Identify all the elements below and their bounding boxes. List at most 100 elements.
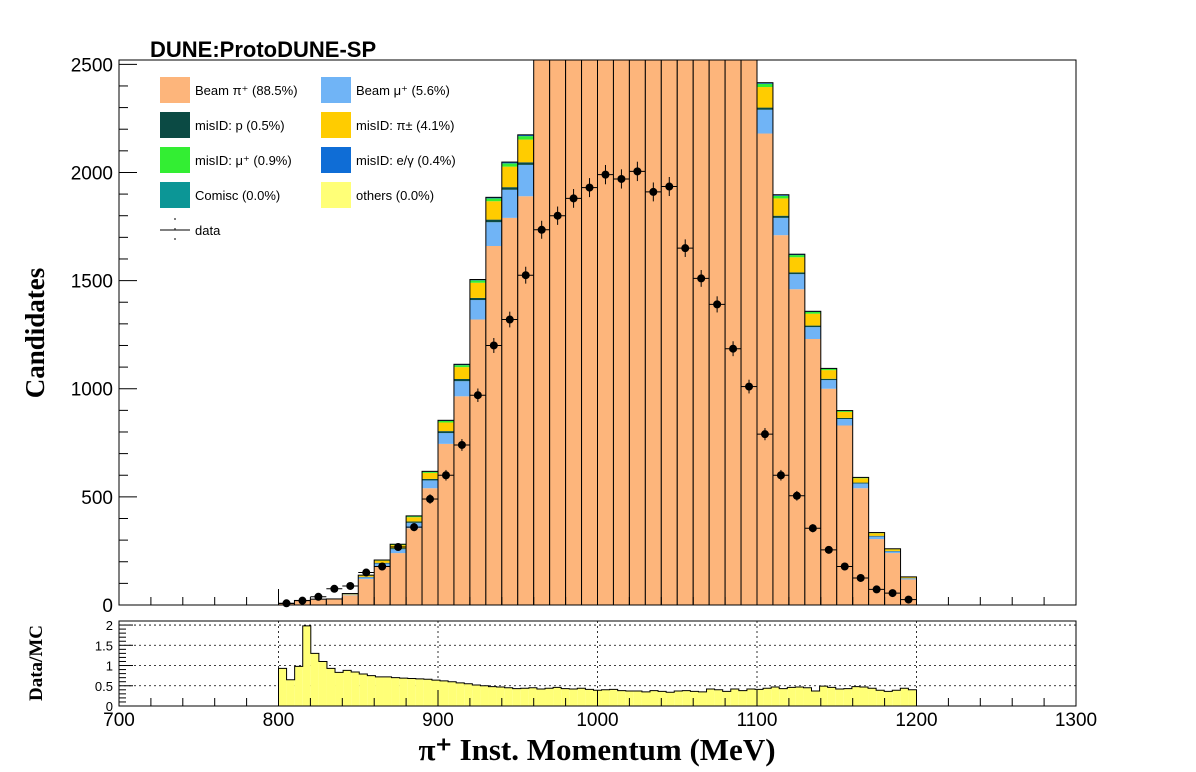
legend-label: data [195, 223, 221, 238]
stack-bar [469, 282, 486, 298]
main-panel: 0 500 1000 1500 2000 2500 DUNE:ProtoDUNE-SP C… [20, 37, 1077, 617]
legend-label: Comisc (0.0%) [195, 188, 280, 203]
stack-bar [453, 365, 470, 368]
data-point [820, 545, 837, 554]
stack-bar [820, 388, 837, 605]
ratio-bar [545, 688, 554, 706]
ratio-bar [746, 689, 755, 706]
legend-label: others (0.0%) [356, 188, 434, 203]
data-point [629, 161, 646, 182]
ratio-bar [803, 687, 812, 706]
stack-bar [438, 422, 454, 432]
x-tick-label: 800 [263, 710, 295, 731]
ratio-bar [488, 686, 497, 706]
stack-bar [772, 198, 789, 216]
ratio-bar [658, 691, 667, 706]
data-point [836, 562, 853, 571]
stack-bar [804, 311, 821, 314]
ratio-bar [908, 689, 917, 706]
stack-bar [884, 553, 901, 605]
stack-bar [900, 579, 917, 605]
ratio-y-tick-label: 1.5 [95, 638, 113, 653]
x-tick-label: 1000 [576, 710, 618, 731]
stack-bar [453, 396, 470, 605]
stack-bar [868, 533, 885, 536]
ratio-bar [553, 687, 562, 706]
stack-bar [533, 60, 550, 605]
stack-bar [517, 139, 534, 163]
ratio-bar [407, 678, 416, 706]
ratio-bar [884, 691, 893, 706]
stack-bar [772, 235, 789, 605]
ratio-bar [795, 686, 804, 706]
ratio-bar [520, 688, 529, 706]
ratio-bar [763, 688, 772, 706]
data-point [581, 178, 598, 198]
data-point [453, 439, 470, 451]
data-point [422, 494, 438, 504]
x-tick-label: 1200 [895, 710, 937, 731]
stack-bar [406, 517, 423, 522]
ratio-bar [585, 689, 594, 706]
stack-bar [788, 289, 805, 605]
ratio-bar [633, 691, 642, 706]
stack-bar [677, 60, 694, 605]
legend-swatch [160, 77, 190, 103]
ratio-bar [787, 687, 796, 706]
stack-bar [326, 599, 343, 605]
ratio-bar [415, 678, 424, 706]
ratio-bar [900, 688, 909, 706]
stack-bar [501, 187, 518, 190]
data-point [900, 595, 917, 604]
data-point [294, 596, 311, 605]
stack-bar [422, 472, 438, 479]
ratio-bar [367, 675, 376, 706]
stack-bar [852, 478, 869, 483]
stack-bar [406, 528, 423, 605]
stack-bar [517, 162, 534, 165]
ratio-y-tick-label: 0 [106, 699, 113, 714]
stack-bar [501, 162, 518, 164]
ratio-bar [440, 680, 449, 706]
stack-bar [565, 60, 582, 605]
stack-bar [804, 325, 821, 328]
stack-bar [788, 257, 805, 273]
stack-bar [820, 380, 837, 389]
stack-bar [836, 411, 853, 418]
stack-bar [469, 300, 486, 320]
stack-bar [772, 194, 789, 196]
legend-label: misID: p (0.5%) [195, 118, 285, 133]
stack-bar [757, 109, 773, 134]
stack-bar [884, 549, 901, 551]
data-point [501, 311, 518, 328]
ratio-bar [682, 690, 691, 706]
stack-bar [900, 578, 917, 580]
ratio-bar [892, 690, 901, 706]
stack-bar [772, 217, 789, 236]
data-point [597, 164, 614, 185]
data-point [374, 562, 391, 571]
stack-bar [485, 201, 502, 220]
stack-bar [469, 319, 486, 605]
ratio-bar [561, 688, 570, 706]
stack-bar [804, 313, 821, 326]
stack-bar [501, 189, 518, 218]
stack-bar [469, 297, 486, 301]
stack-bar [581, 60, 598, 605]
ratio-panel: 0 0.5 1 1.5 2 700 800 900 1000 1100 1200 1300 Data… [26, 618, 1097, 767]
ratio-y-tick-label: 1 [106, 659, 113, 674]
stack-bar [788, 274, 805, 290]
data-point [565, 189, 582, 208]
legend-swatch [321, 182, 351, 208]
stack-bar [868, 535, 885, 537]
stack-bar [501, 217, 518, 605]
ratio-bar [278, 668, 287, 706]
data-point [517, 266, 534, 284]
legend-label: Beam μ⁺ (5.6%) [356, 83, 450, 98]
legend-swatch [321, 112, 351, 138]
stack-bar [820, 368, 837, 371]
ratio-bar [876, 690, 885, 706]
stack-bar [772, 195, 789, 199]
stack-bar [852, 482, 869, 484]
legend-label: Beam π⁺ (88.5%) [195, 83, 298, 98]
